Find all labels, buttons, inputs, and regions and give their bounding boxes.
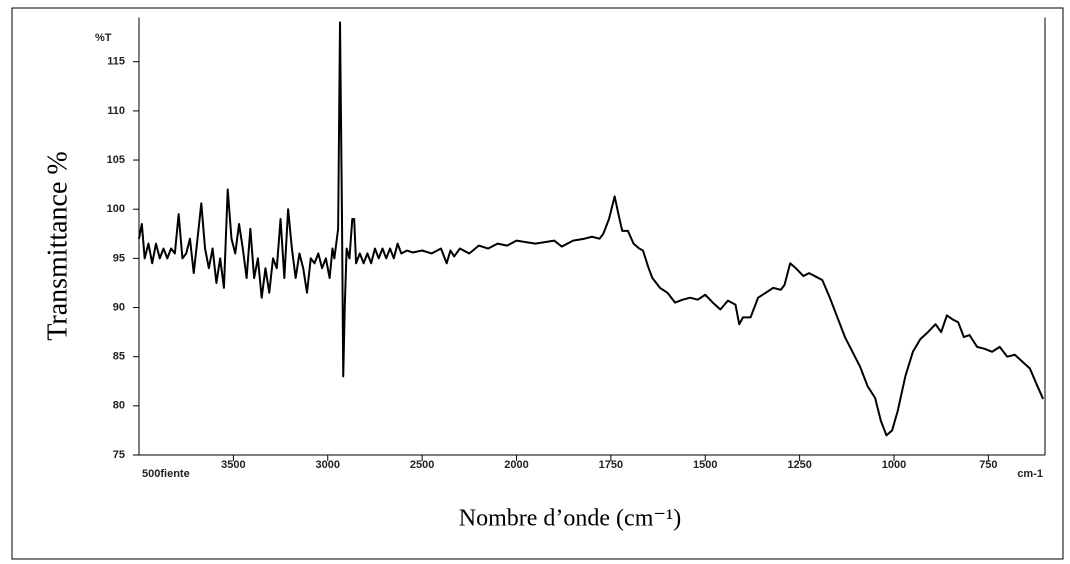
x-tick-label: 3000 bbox=[316, 459, 340, 471]
sample-label: 500fiente bbox=[142, 468, 190, 480]
x-tick-label: 2500 bbox=[410, 459, 434, 471]
x-tick-label: 1500 bbox=[693, 459, 717, 471]
y-tick-label: 80 bbox=[113, 400, 125, 412]
x-tick-label: 3500 bbox=[221, 459, 245, 471]
spectrum-line bbox=[138, 21, 1045, 437]
y-unit-label: %T bbox=[95, 32, 112, 44]
x-tick-label: 1750 bbox=[599, 459, 623, 471]
frame bbox=[11, 7, 1064, 560]
x-tick-label: 750 bbox=[979, 459, 997, 471]
x-tick-label: 1000 bbox=[882, 459, 906, 471]
y-tick-label: 75 bbox=[113, 449, 125, 461]
x-unit-label: cm-1 bbox=[1017, 468, 1043, 480]
y-tick-label: 110 bbox=[107, 105, 125, 117]
x-tick-label: 1250 bbox=[787, 459, 811, 471]
y-tick-label: 95 bbox=[113, 252, 125, 264]
x-tick-label: 2000 bbox=[504, 459, 528, 471]
y-tick-label: 85 bbox=[113, 351, 125, 363]
y-tick-label: 115 bbox=[107, 56, 125, 68]
y-tick-label: 105 bbox=[107, 154, 125, 166]
y-tick-label: 100 bbox=[107, 203, 125, 215]
y-tick-label: 90 bbox=[113, 301, 125, 313]
y-axis-label: Transmittance % bbox=[42, 151, 73, 341]
x-axis-label: Nombre d’onde (cm⁻¹) bbox=[459, 506, 681, 532]
